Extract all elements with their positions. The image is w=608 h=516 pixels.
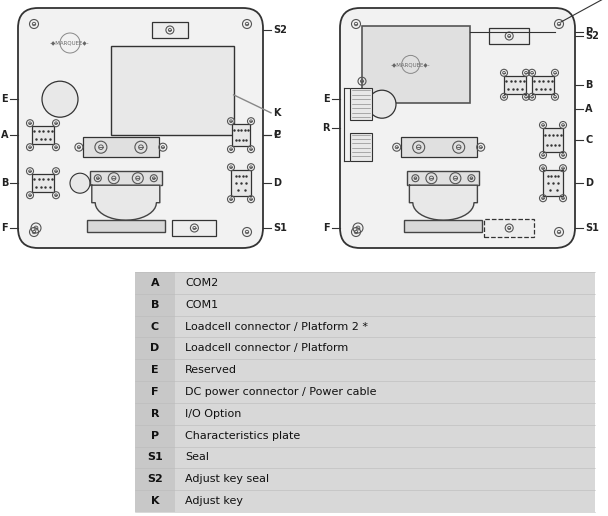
Text: Adjust key seal: Adjust key seal [185, 474, 269, 485]
Text: -◆MARQUEE◆-: -◆MARQUEE◆- [50, 40, 90, 45]
FancyBboxPatch shape [340, 8, 575, 248]
Text: B: B [585, 80, 592, 90]
Text: DC power connector / Power cable: DC power connector / Power cable [185, 387, 376, 397]
Bar [404, 220, 482, 232]
Text: D: D [150, 343, 160, 353]
Bar [407, 171, 479, 185]
Polygon shape [92, 185, 160, 220]
Circle shape [368, 90, 396, 118]
Bar [32, 174, 54, 192]
Bar [83, 137, 159, 157]
Bar [504, 76, 526, 94]
Text: K: K [151, 496, 159, 506]
Bar [489, 28, 529, 44]
Text: F: F [151, 387, 159, 397]
Text: A: A [151, 278, 159, 288]
Text: Characteristics plate: Characteristics plate [185, 431, 300, 441]
Text: C: C [273, 130, 280, 140]
Bar [32, 126, 54, 144]
Text: S1: S1 [147, 453, 163, 462]
Text: K: K [273, 108, 280, 118]
Bar [135, 425, 175, 446]
Bar [135, 359, 175, 381]
Text: C: C [585, 135, 592, 145]
Bar [532, 76, 554, 94]
Text: Adjust key: Adjust key [185, 496, 243, 506]
Text: Loadcell connector / Platform: Loadcell connector / Platform [185, 343, 348, 353]
Text: F: F [1, 223, 8, 233]
Bar [135, 294, 175, 316]
Text: D: D [273, 178, 281, 188]
Bar [401, 137, 477, 157]
Circle shape [42, 81, 78, 117]
Polygon shape [409, 185, 477, 220]
Text: E: E [151, 365, 159, 375]
Text: P: P [585, 27, 592, 37]
Text: B: B [151, 300, 159, 310]
Text: -◆MARQUEE◆-: -◆MARQUEE◆- [391, 62, 430, 67]
Bar [484, 219, 534, 237]
Bar [362, 26, 470, 103]
Bar [135, 381, 175, 403]
Text: S2: S2 [147, 474, 163, 485]
Text: I/O Option: I/O Option [185, 409, 241, 419]
Text: E: E [1, 94, 8, 104]
Bar [135, 337, 175, 359]
Text: A: A [1, 130, 8, 140]
Bar [135, 446, 175, 469]
Bar [90, 171, 162, 185]
Bar [135, 403, 175, 425]
Bar [173, 220, 216, 236]
Bar [87, 220, 165, 232]
Text: R: R [151, 409, 159, 419]
Bar [135, 272, 175, 294]
Bar [135, 469, 175, 490]
Text: E: E [323, 94, 330, 104]
Bar [350, 88, 372, 120]
Bar [543, 128, 563, 152]
Text: Seal: Seal [185, 453, 209, 462]
Text: F: F [323, 223, 330, 233]
Bar [135, 490, 175, 512]
Text: D: D [585, 178, 593, 188]
Bar [135, 316, 175, 337]
Circle shape [70, 173, 90, 193]
Bar [350, 133, 372, 161]
Text: C: C [151, 321, 159, 332]
Text: B: B [1, 178, 8, 188]
Text: P: P [151, 431, 159, 441]
Bar [152, 22, 188, 38]
Text: R: R [322, 123, 330, 133]
Text: COM1: COM1 [185, 300, 218, 310]
Text: COM2: COM2 [185, 278, 218, 288]
Bar [543, 170, 563, 196]
Text: S2: S2 [585, 31, 599, 41]
Text: Reserved: Reserved [185, 365, 237, 375]
Bar [231, 170, 251, 196]
Text: K: K [607, 0, 608, 3]
Text: S2: S2 [273, 25, 287, 35]
Text: S1: S1 [585, 223, 599, 233]
Text: Loadcell connector / Platform 2 *: Loadcell connector / Platform 2 * [185, 321, 368, 332]
Text: S1: S1 [273, 223, 287, 233]
Text: P: P [273, 130, 280, 140]
Bar [111, 46, 233, 135]
Text: A: A [585, 104, 593, 114]
Bar [232, 124, 250, 146]
FancyBboxPatch shape [18, 8, 263, 248]
Bar [135, 272, 595, 512]
